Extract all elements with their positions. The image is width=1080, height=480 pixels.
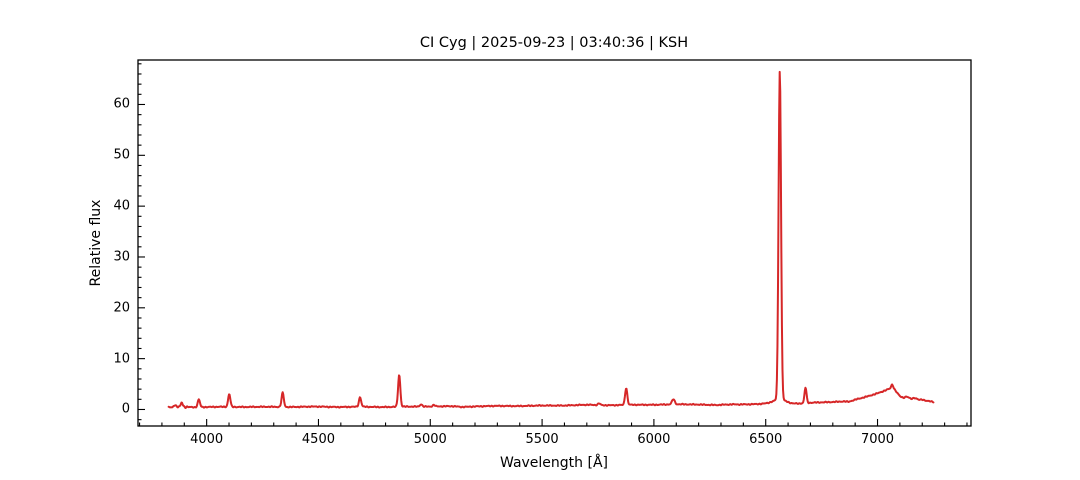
y-tick-label: 60 xyxy=(113,96,130,112)
y-axis-label: Relative flux xyxy=(88,199,104,287)
x-tick-label: 5000 xyxy=(413,432,447,447)
y-tick-label: 40 xyxy=(113,198,130,214)
x-axis-label: Wavelength [Å] xyxy=(499,455,609,471)
x-tick-label: 4000 xyxy=(190,432,224,447)
axes-frame xyxy=(137,59,972,427)
x-tick-label: 6000 xyxy=(637,432,671,447)
y-tick-label: 0 xyxy=(121,401,130,417)
x-tick-label: 5500 xyxy=(525,432,559,447)
y-tick-label: 30 xyxy=(113,249,130,265)
spectrum-line xyxy=(167,70,935,410)
y-tick-label: 20 xyxy=(113,300,130,316)
x-tick-label: 7000 xyxy=(860,432,895,447)
x-tick-label: 4500 xyxy=(301,432,335,447)
axis-ticks xyxy=(138,63,968,426)
chart-title: CI Cyg | 2025-09-23 | 03:40:36 | KSH xyxy=(419,35,689,51)
x-tick-label: 6500 xyxy=(749,432,783,447)
y-tick-label: 10 xyxy=(113,351,130,367)
y-tick-label: 50 xyxy=(113,147,130,163)
